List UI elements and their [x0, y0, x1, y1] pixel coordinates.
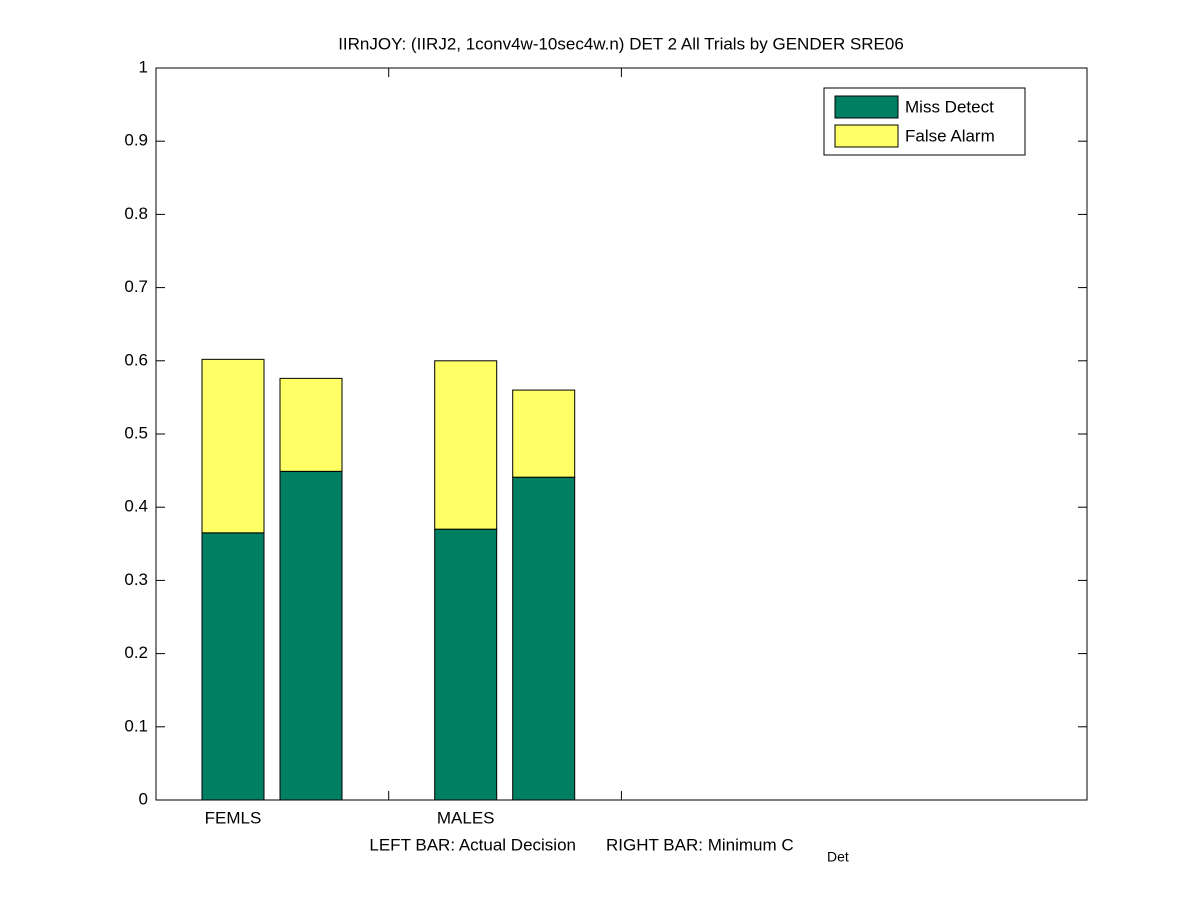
y-tick-label: 0.7: [124, 277, 148, 296]
chart-title: IIRnJOY: (IIRJ2, 1conv4w-10sec4w.n) DET …: [338, 34, 904, 53]
bar-segment: [279, 470, 343, 801]
bar-segment: [434, 528, 498, 801]
x-tick-label: FEMLS: [205, 808, 262, 827]
x-tick-label: MALES: [437, 808, 495, 827]
y-tick-label: 0.4: [124, 497, 148, 516]
bar-segment: [201, 358, 265, 534]
x-axis-label: RIGHT BAR: Minimum C: [606, 835, 794, 854]
y-tick-label: 1: [139, 57, 148, 76]
y-tick-label: 0.5: [124, 423, 148, 442]
y-tick-label: 0.2: [124, 643, 148, 662]
legend-swatch: [834, 95, 899, 119]
x-axis-label-subscript: Det: [827, 849, 849, 865]
bar-segment: [512, 476, 576, 801]
legend-label: Miss Detect: [905, 97, 994, 116]
legend-label: False Alarm: [905, 126, 995, 145]
legend-swatch: [834, 124, 899, 148]
y-tick-label: 0.9: [124, 131, 148, 150]
x-axis-label: LEFT BAR: Actual Decision: [369, 835, 576, 854]
y-tick-label: 0: [139, 789, 148, 808]
bar-segment: [434, 360, 498, 530]
bar-segment: [512, 389, 576, 478]
y-tick-label: 0.6: [124, 350, 148, 369]
y-tick-label: 0.8: [124, 204, 148, 223]
bar-segment: [201, 532, 265, 801]
bar-segment: [279, 377, 343, 472]
y-tick-label: 0.1: [124, 716, 148, 735]
y-tick-label: 0.3: [124, 570, 148, 589]
